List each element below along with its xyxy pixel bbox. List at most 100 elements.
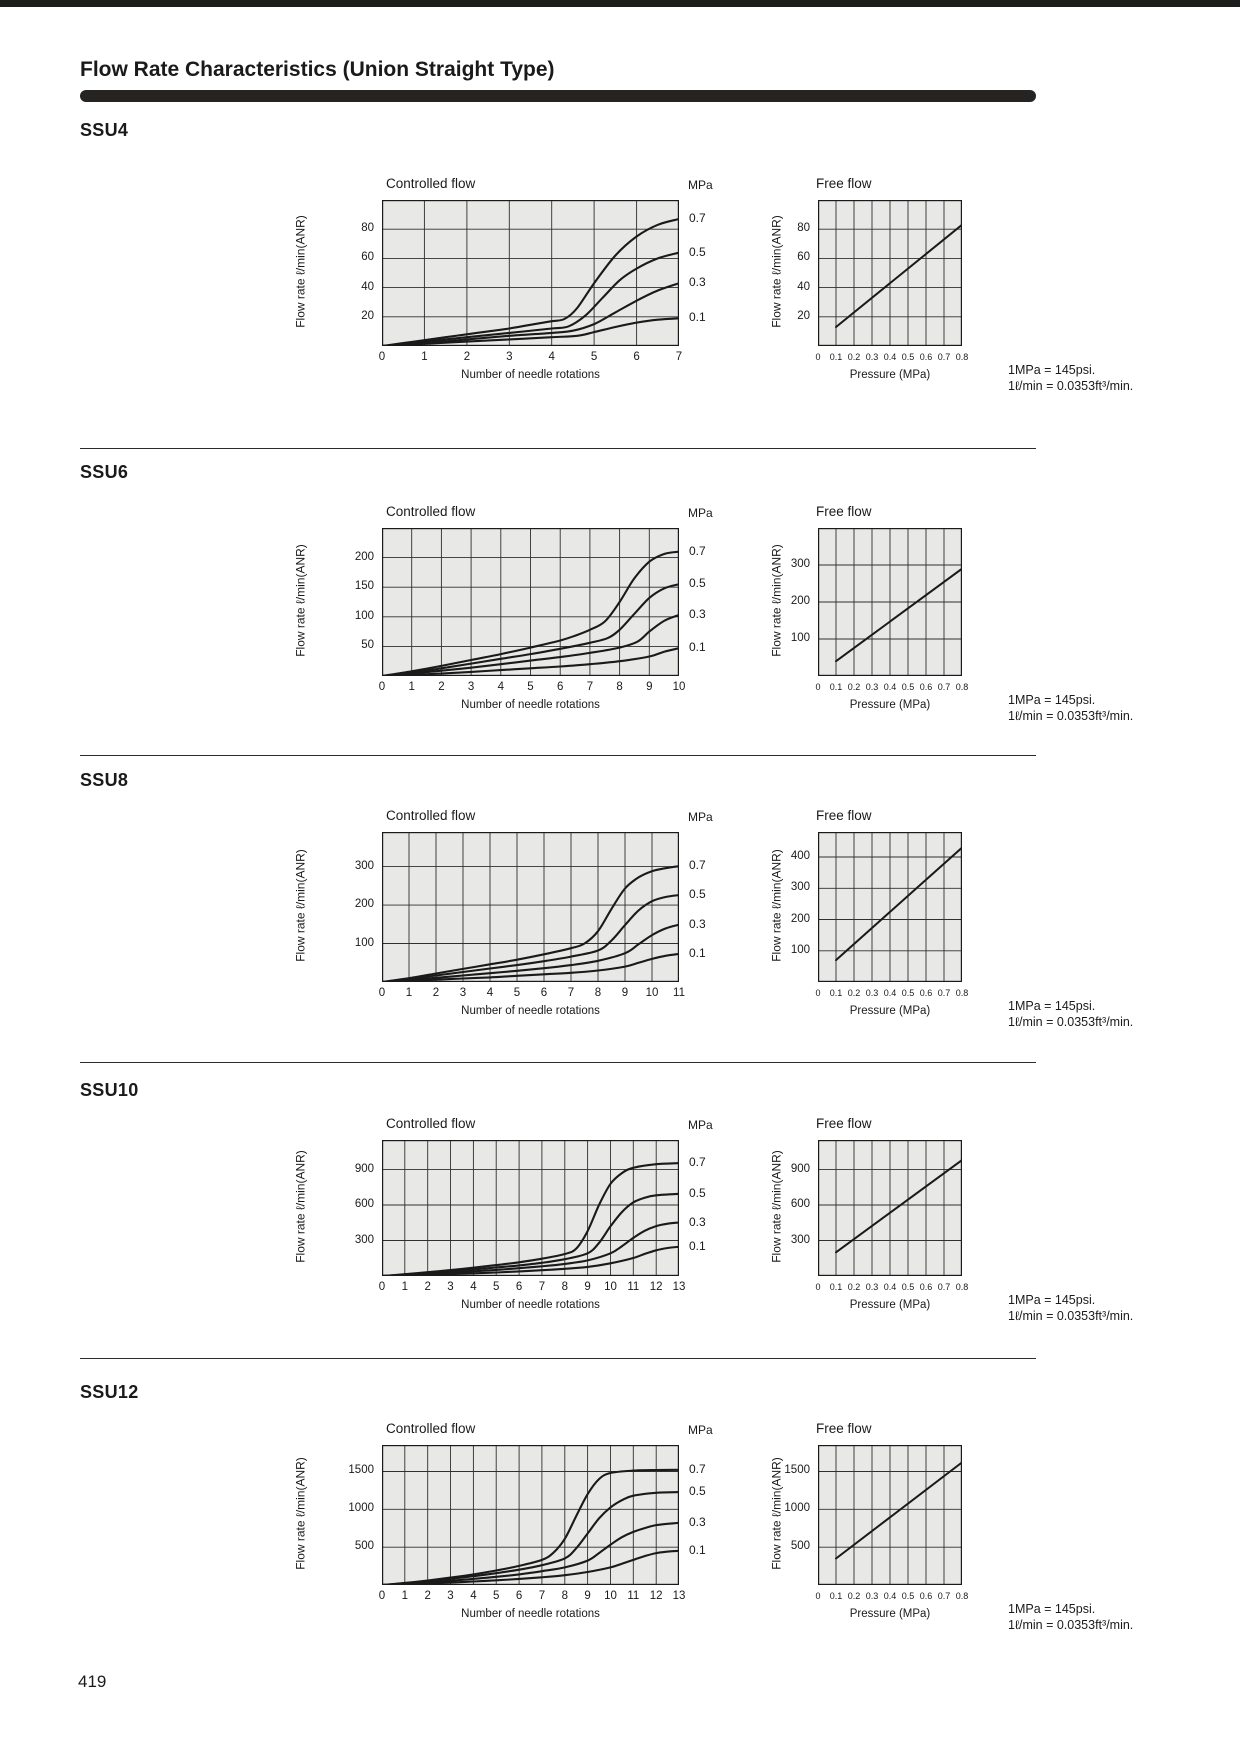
y-tick-label: 300 bbox=[354, 1234, 374, 1246]
x-tick-label: 6 bbox=[556, 681, 564, 693]
plot-area bbox=[818, 1140, 962, 1276]
model-heading-ssu4: SSU4 bbox=[80, 120, 129, 140]
flow-curve-0.5 bbox=[382, 583, 679, 676]
y-axis-label: Flow rate ℓ/min(ANR) bbox=[769, 215, 784, 328]
plot-area bbox=[382, 200, 679, 346]
x-axis-label: Pressure (MPa) bbox=[849, 1299, 931, 1311]
x-tick-label: 9 bbox=[646, 681, 653, 693]
chart-title: Free flow bbox=[816, 176, 872, 191]
series-label-0.7: 0.7 bbox=[689, 1462, 706, 1476]
x-tick-label: 3 bbox=[459, 987, 467, 999]
chart-title: Controlled flow bbox=[386, 1421, 476, 1436]
unit-label: MPa bbox=[688, 178, 713, 192]
x-tick-label: 5 bbox=[492, 1590, 500, 1602]
y-tick-label: 1500 bbox=[784, 1464, 810, 1476]
section-divider bbox=[80, 1062, 1036, 1063]
x-tick-label: 4 bbox=[497, 681, 504, 693]
x-tick-label: 4 bbox=[470, 1590, 477, 1602]
series-label-0.5: 0.5 bbox=[689, 245, 706, 259]
x-tick-label: 13 bbox=[672, 1590, 686, 1602]
chart-title: Controlled flow bbox=[386, 504, 476, 519]
flow-curve-0.1 bbox=[382, 1549, 679, 1585]
series-label-0.5: 0.5 bbox=[689, 1484, 706, 1498]
series-label-0.1: 0.1 bbox=[689, 946, 706, 960]
y-tick-label: 300 bbox=[354, 860, 374, 872]
flow-curve-0.3 bbox=[382, 1221, 679, 1276]
x-tick-label: 12 bbox=[649, 1281, 663, 1293]
y-tick-label: 300 bbox=[790, 558, 810, 570]
flow-curve-0.3 bbox=[382, 282, 679, 346]
flow-curve-free flow bbox=[835, 1159, 962, 1254]
unit-label: MPa bbox=[688, 506, 713, 520]
y-tick-label: 1000 bbox=[784, 1502, 810, 1514]
chart-title: Controlled flow bbox=[386, 1116, 476, 1131]
x-axis-label: Pressure (MPa) bbox=[849, 369, 931, 381]
series-label-0.7: 0.7 bbox=[689, 858, 706, 872]
x-tick-label: 1 bbox=[408, 681, 415, 693]
x-tick-label: 7 bbox=[567, 987, 575, 999]
x-tick-label: 0 bbox=[815, 988, 821, 998]
x-tick-label: 10 bbox=[604, 1281, 617, 1293]
plot-area bbox=[818, 832, 962, 982]
y-axis-label: Flow rate ℓ/min(ANR) bbox=[769, 849, 784, 962]
flow-curve-0.3 bbox=[382, 1521, 679, 1585]
y-tick-label: 100 bbox=[354, 610, 374, 622]
x-axis-label: Number of needle rotations bbox=[461, 699, 600, 711]
section-divider bbox=[80, 448, 1036, 449]
y-tick-label: 600 bbox=[790, 1198, 810, 1210]
y-tick-label: 100 bbox=[790, 944, 810, 956]
flow-curve-free flow bbox=[835, 567, 962, 663]
x-tick-label: 8 bbox=[616, 681, 623, 693]
x-tick-label: 8 bbox=[561, 1281, 568, 1293]
x-tick-label: 0.8 bbox=[955, 1591, 969, 1601]
y-tick-label: 1500 bbox=[348, 1464, 374, 1476]
x-tick-label: 4 bbox=[470, 1281, 477, 1293]
plot-area bbox=[382, 1140, 679, 1276]
unit-notes: 1MPa = 145psi. 1ℓ/min = 0.0353ft³/min. bbox=[1008, 1601, 1133, 1633]
chart-title: Free flow bbox=[816, 1116, 872, 1131]
flow-curve-0.7 bbox=[382, 1162, 679, 1276]
x-tick-label: 3 bbox=[506, 351, 513, 363]
flow-curve-0.1 bbox=[382, 952, 679, 982]
series-label-0.3: 0.3 bbox=[689, 275, 706, 289]
model-heading-ssu8: SSU8 bbox=[80, 770, 129, 790]
section-divider bbox=[80, 755, 1036, 756]
note-mpa: 1MPa = 145psi. bbox=[1008, 693, 1096, 707]
x-tick-label: 0.8 bbox=[955, 352, 969, 362]
x-tick-label: 0.5 bbox=[901, 352, 915, 362]
x-tick-label: 2 bbox=[424, 1590, 431, 1602]
flow-curve-0.1 bbox=[382, 647, 679, 676]
model-heading-ssu6: SSU6 bbox=[80, 462, 129, 482]
flow-curve-0.3 bbox=[382, 923, 679, 982]
x-tick-label: 0.5 bbox=[901, 1282, 915, 1292]
flow-curve-free flow bbox=[835, 1461, 962, 1560]
y-tick-label: 300 bbox=[790, 881, 810, 893]
x-tick-label: 2 bbox=[424, 1281, 431, 1293]
x-tick-label: 2 bbox=[463, 351, 471, 363]
x-tick-label: 0.2 bbox=[847, 988, 861, 998]
x-tick-label: 0.4 bbox=[883, 988, 897, 998]
series-label-0.1: 0.1 bbox=[689, 1239, 706, 1253]
x-tick-label: 0.5 bbox=[901, 988, 915, 998]
x-tick-label: 0 bbox=[378, 681, 386, 693]
x-tick-label: 0.1 bbox=[829, 1591, 843, 1601]
unit-notes: 1MPa = 145psi. 1ℓ/min = 0.0353ft³/min. bbox=[1008, 1292, 1133, 1324]
x-tick-label: 7 bbox=[538, 1281, 546, 1293]
y-tick-label: 1000 bbox=[348, 1502, 374, 1514]
x-tick-label: 0.2 bbox=[847, 682, 861, 692]
x-tick-label: 11 bbox=[627, 1590, 640, 1602]
x-tick-label: 0.1 bbox=[829, 352, 843, 362]
y-tick-label: 20 bbox=[797, 310, 810, 322]
x-tick-label: 6 bbox=[515, 1281, 523, 1293]
x-tick-label: 0.1 bbox=[829, 988, 843, 998]
series-label-0.3: 0.3 bbox=[689, 917, 706, 931]
series-label-0.5: 0.5 bbox=[689, 887, 706, 901]
y-tick-label: 300 bbox=[790, 1234, 810, 1246]
x-tick-label: 0.6 bbox=[919, 352, 933, 362]
x-tick-label: 0.5 bbox=[901, 1591, 915, 1601]
y-tick-label: 20 bbox=[361, 310, 374, 322]
note-lmin: 1ℓ/min = 0.0353ft³/min. bbox=[1008, 379, 1134, 393]
x-tick-label: 9 bbox=[584, 1281, 591, 1293]
x-tick-label: 0.2 bbox=[847, 1282, 861, 1292]
